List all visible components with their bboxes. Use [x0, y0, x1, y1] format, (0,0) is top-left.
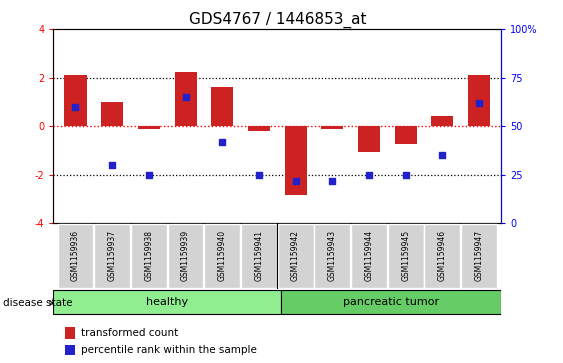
Title: GDS4767 / 1446853_at: GDS4767 / 1446853_at: [189, 12, 366, 28]
FancyBboxPatch shape: [351, 224, 387, 288]
Text: transformed count: transformed count: [81, 328, 178, 338]
Bar: [65, 75, 87, 126]
Bar: [175, 72, 196, 126]
Point: [438, 152, 447, 158]
Bar: [395, 126, 417, 144]
Bar: [248, 126, 270, 131]
Text: GSM1159947: GSM1159947: [475, 231, 484, 281]
Bar: [65, 327, 75, 339]
Text: percentile rank within the sample: percentile rank within the sample: [81, 345, 257, 355]
FancyBboxPatch shape: [425, 224, 461, 288]
FancyBboxPatch shape: [388, 224, 423, 288]
Point: [144, 172, 153, 178]
Text: GSM1159941: GSM1159941: [254, 231, 263, 281]
FancyBboxPatch shape: [204, 224, 240, 288]
FancyBboxPatch shape: [461, 224, 497, 288]
FancyBboxPatch shape: [131, 224, 167, 288]
FancyBboxPatch shape: [94, 224, 130, 288]
FancyBboxPatch shape: [57, 224, 93, 288]
Point: [218, 139, 227, 144]
Text: GSM1159942: GSM1159942: [291, 231, 300, 281]
Point: [364, 172, 373, 178]
Bar: [65, 345, 75, 355]
Bar: [285, 126, 307, 195]
Bar: [211, 87, 233, 126]
Point: [181, 94, 190, 100]
Text: GSM1159946: GSM1159946: [438, 231, 447, 281]
Text: healthy: healthy: [146, 297, 188, 307]
Bar: [101, 102, 123, 126]
FancyBboxPatch shape: [314, 224, 350, 288]
Text: GSM1159939: GSM1159939: [181, 231, 190, 281]
FancyBboxPatch shape: [281, 290, 501, 314]
Point: [108, 162, 117, 168]
Text: GSM1159938: GSM1159938: [144, 231, 153, 281]
Text: GSM1159945: GSM1159945: [401, 231, 410, 281]
Bar: [358, 126, 380, 152]
Text: GSM1159943: GSM1159943: [328, 231, 337, 281]
Text: GSM1159937: GSM1159937: [108, 231, 117, 281]
Bar: [431, 117, 453, 126]
Point: [291, 178, 300, 183]
Point: [71, 104, 80, 110]
FancyBboxPatch shape: [168, 224, 203, 288]
Point: [401, 172, 410, 178]
FancyBboxPatch shape: [241, 224, 277, 288]
Text: GSM1159936: GSM1159936: [71, 231, 80, 281]
Bar: [138, 126, 160, 129]
Bar: [321, 126, 343, 129]
Text: disease state: disease state: [3, 298, 72, 308]
Text: GSM1159940: GSM1159940: [218, 231, 227, 281]
Bar: [468, 75, 490, 126]
FancyBboxPatch shape: [53, 290, 281, 314]
Point: [254, 172, 263, 178]
Point: [475, 100, 484, 106]
Point: [328, 178, 337, 183]
Text: pancreatic tumor: pancreatic tumor: [343, 297, 439, 307]
Text: GSM1159944: GSM1159944: [364, 231, 373, 281]
FancyBboxPatch shape: [278, 224, 314, 288]
